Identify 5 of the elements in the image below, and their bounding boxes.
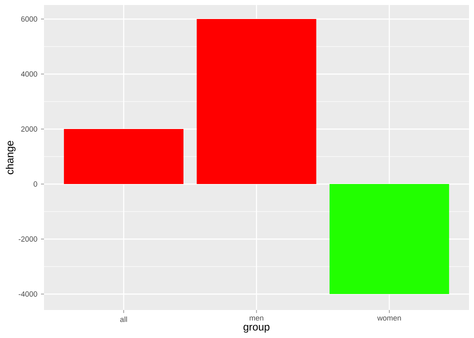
bar — [196, 19, 316, 184]
bar — [64, 129, 184, 184]
y-axis-title: change — [6, 140, 16, 174]
bar — [330, 184, 450, 294]
x-axis-title: group — [244, 324, 270, 333]
